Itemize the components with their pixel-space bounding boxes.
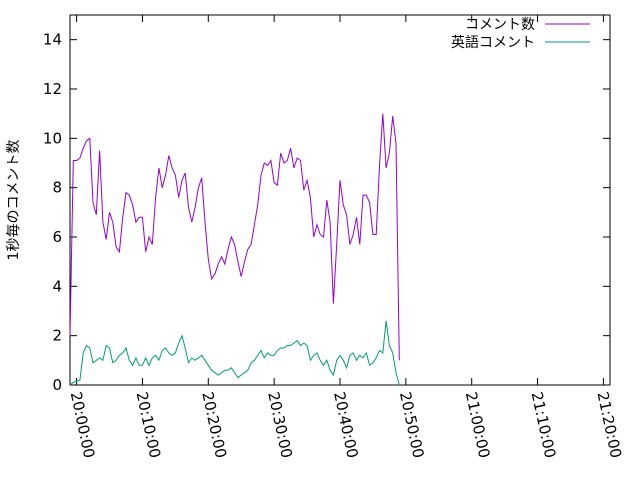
legend-label: コメント数 [465, 17, 535, 33]
legend-label: 英語コメント [451, 34, 535, 51]
y-axis: 0 2 4 6 8 10 12 14 [43, 31, 610, 394]
y-tick-label: 2 [52, 327, 62, 345]
y-tick-label: 4 [52, 277, 62, 295]
x-tick-label: 20:50:00 [396, 390, 428, 460]
x-tick-label: 21:10:00 [528, 390, 560, 460]
x-tick-label: 20:30:00 [264, 390, 296, 460]
y-tick-label: 0 [52, 376, 62, 394]
series-line-0 [69, 113, 400, 361]
x-tick-label: 21:00:00 [462, 390, 494, 460]
series-lines [69, 113, 400, 386]
x-tick-label: 21:20:00 [594, 390, 626, 460]
x-tick-label: 20:00:00 [67, 390, 99, 460]
series-line-1 [69, 320, 400, 386]
x-tick-label: 20:10:00 [133, 390, 165, 460]
y-tick-label: 10 [43, 129, 62, 147]
x-tick-label: 20:40:00 [330, 390, 362, 460]
plot-frame [69, 14, 611, 386]
y-tick-label: 14 [43, 31, 62, 49]
y-tick-label: 6 [52, 228, 62, 246]
x-axis: 20:00:00 20:10:00 20:20:00 20:30:00 20:40:00… [67, 15, 625, 460]
x-tick-label: 20:20:00 [198, 390, 230, 460]
y-tick-label: 12 [43, 80, 62, 98]
y-axis-label: 1秒毎のコメント数 [6, 140, 22, 261]
y-tick-label: 8 [52, 179, 62, 197]
